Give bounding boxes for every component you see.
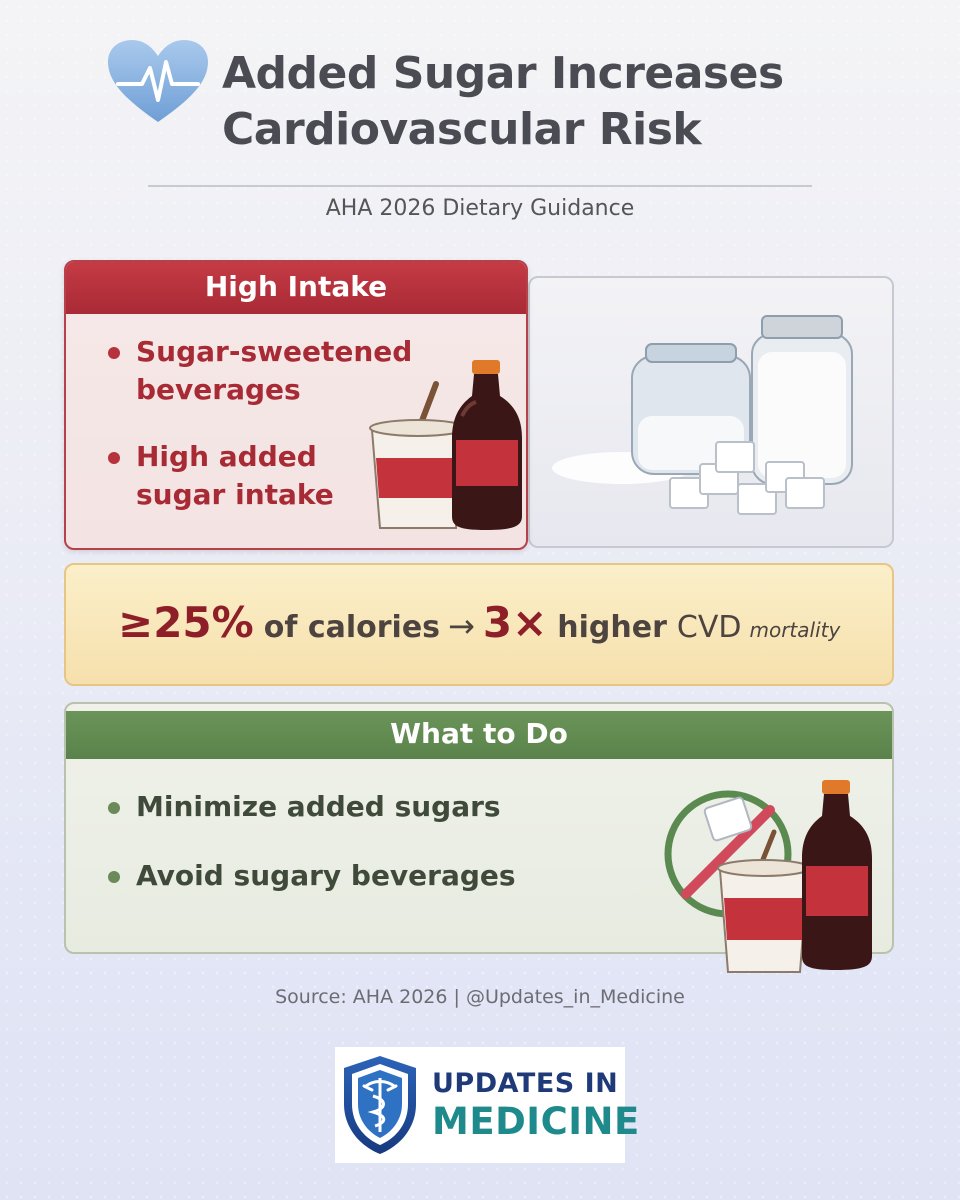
calorie-threshold: ≥25% bbox=[118, 598, 254, 647]
caduceus-shield-icon bbox=[344, 1056, 416, 1154]
cvd-label: CVD bbox=[676, 610, 742, 645]
bullet-dot bbox=[108, 871, 120, 883]
mortality-label: mortality bbox=[749, 618, 841, 642]
high-intake-item-2-line-2: sugar intake bbox=[136, 478, 334, 511]
sugar-illustration-panel bbox=[528, 276, 894, 548]
soda-bottle-icon bbox=[802, 780, 872, 970]
page-title: Added Sugar Increases Cardiovascular Ris… bbox=[222, 46, 862, 158]
page-subtitle: AHA 2026 Dietary Guidance bbox=[325, 196, 635, 221]
soda-drinks-illustration bbox=[369, 360, 522, 530]
risk-multiplier: 3× bbox=[482, 598, 548, 647]
source-citation: Source: AHA 2026 | @Updates_in_Medicine bbox=[275, 986, 685, 1008]
higher-label: higher bbox=[557, 610, 667, 645]
logo-text-line-1: UPDATES IN bbox=[432, 1068, 619, 1099]
no-sugar-illustration bbox=[664, 780, 872, 973]
high-intake-item-1-line-2: beverages bbox=[136, 373, 301, 406]
high-intake-item-2-line-1: High added bbox=[136, 440, 317, 473]
what-to-do-header bbox=[66, 711, 892, 759]
bullet-dot bbox=[108, 452, 120, 464]
arrow-right-icon: → bbox=[448, 607, 475, 645]
soda-bottle-icon bbox=[452, 360, 522, 530]
soda-cup-icon bbox=[369, 419, 467, 529]
title-line-2: Cardiovascular Risk bbox=[222, 104, 702, 155]
risk-stat-row: ≥25% of calories → 3× higher CVD mortali… bbox=[118, 598, 840, 658]
high-intake-item-1-line-1: Sugar-sweetened bbox=[136, 335, 413, 368]
calories-label: of calories bbox=[263, 610, 441, 645]
sugar-jars-icon bbox=[552, 315, 853, 515]
bullet-dot bbox=[108, 802, 120, 814]
heart-pulse-icon bbox=[108, 40, 208, 122]
header-divider bbox=[148, 185, 812, 187]
high-intake-item-1: Sugar-sweetened beverages bbox=[136, 333, 412, 409]
risk-stat-card bbox=[64, 563, 894, 686]
soda-cup-icon bbox=[717, 859, 811, 973]
todo-item-2: Avoid sugary beverages bbox=[136, 859, 516, 892]
sugar-cubes-icon bbox=[669, 441, 825, 515]
bullet-dot bbox=[108, 347, 120, 359]
title-line-1: Added Sugar Increases bbox=[222, 48, 784, 99]
what-to-do-heading: What to Do bbox=[390, 717, 568, 750]
high-intake-item-2: High added sugar intake bbox=[136, 438, 334, 514]
high-intake-heading: High Intake bbox=[204, 270, 388, 303]
high-intake-header bbox=[66, 262, 526, 314]
sugar-cube-icon bbox=[703, 796, 753, 842]
logo-text-line-2: MEDICINE bbox=[432, 1100, 640, 1143]
todo-item-1: Minimize added sugars bbox=[136, 790, 501, 823]
